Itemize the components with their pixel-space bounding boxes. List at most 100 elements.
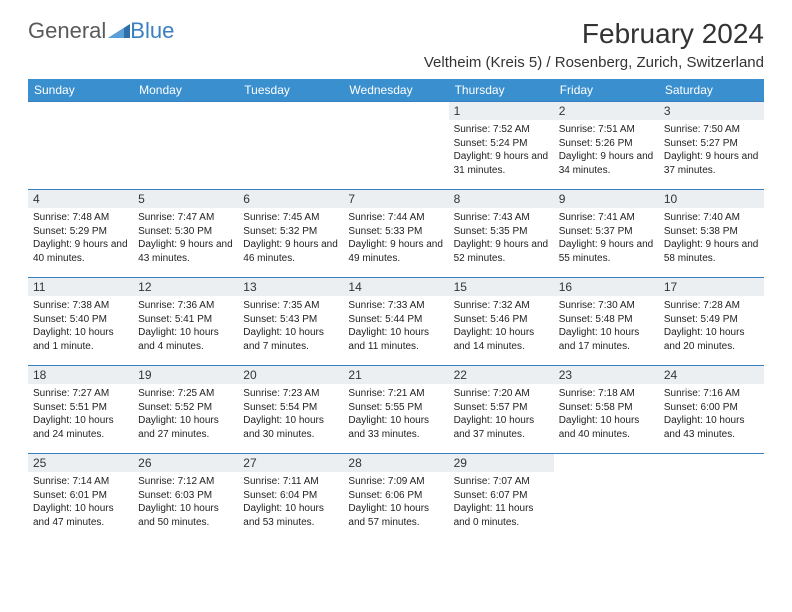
calendar-day-cell: 1Sunrise: 7:52 AMSunset: 5:24 PMDaylight… (449, 102, 554, 190)
sunrise-text: Sunrise: 7:48 AM (33, 211, 128, 225)
calendar-day-cell: 27Sunrise: 7:11 AMSunset: 6:04 PMDayligh… (238, 454, 343, 542)
sunrise-text: Sunrise: 7:09 AM (348, 475, 443, 489)
calendar-week-row: 1Sunrise: 7:52 AMSunset: 5:24 PMDaylight… (28, 102, 764, 190)
sunset-text: Sunset: 5:48 PM (559, 313, 654, 327)
sunrise-text: Sunrise: 7:27 AM (33, 387, 128, 401)
sunset-text: Sunset: 5:44 PM (348, 313, 443, 327)
day-number: 11 (28, 278, 133, 296)
brand-part1: General (28, 18, 106, 44)
calendar-day-cell: 13Sunrise: 7:35 AMSunset: 5:43 PMDayligh… (238, 278, 343, 366)
day-number: 9 (554, 190, 659, 208)
day-number: 21 (343, 366, 448, 384)
day-header: Friday (554, 79, 659, 102)
daylight-text: Daylight: 10 hours and 47 minutes. (33, 502, 128, 529)
day-header-row: Sunday Monday Tuesday Wednesday Thursday… (28, 79, 764, 102)
day-details: Sunrise: 7:33 AMSunset: 5:44 PMDaylight:… (343, 296, 448, 356)
day-number: 27 (238, 454, 343, 472)
calendar-day-cell (238, 102, 343, 190)
day-number: 20 (238, 366, 343, 384)
sunset-text: Sunset: 5:52 PM (138, 401, 233, 415)
daylight-text: Daylight: 10 hours and 4 minutes. (138, 326, 233, 353)
daylight-text: Daylight: 10 hours and 50 minutes. (138, 502, 233, 529)
sunrise-text: Sunrise: 7:21 AM (348, 387, 443, 401)
daylight-text: Daylight: 9 hours and 34 minutes. (559, 150, 654, 177)
day-number: 4 (28, 190, 133, 208)
calendar-day-cell: 28Sunrise: 7:09 AMSunset: 6:06 PMDayligh… (343, 454, 448, 542)
sunrise-text: Sunrise: 7:12 AM (138, 475, 233, 489)
day-number: 2 (554, 102, 659, 120)
calendar-day-cell: 19Sunrise: 7:25 AMSunset: 5:52 PMDayligh… (133, 366, 238, 454)
sunrise-text: Sunrise: 7:07 AM (454, 475, 549, 489)
calendar-day-cell (133, 102, 238, 190)
sunset-text: Sunset: 5:51 PM (33, 401, 128, 415)
daylight-text: Daylight: 10 hours and 20 minutes. (664, 326, 759, 353)
calendar-day-cell: 8Sunrise: 7:43 AMSunset: 5:35 PMDaylight… (449, 190, 554, 278)
calendar-day-cell (28, 102, 133, 190)
calendar-day-cell: 29Sunrise: 7:07 AMSunset: 6:07 PMDayligh… (449, 454, 554, 542)
day-number: 16 (554, 278, 659, 296)
day-number: 13 (238, 278, 343, 296)
sunset-text: Sunset: 5:24 PM (454, 137, 549, 151)
sunrise-text: Sunrise: 7:51 AM (559, 123, 654, 137)
calendar-day-cell: 12Sunrise: 7:36 AMSunset: 5:41 PMDayligh… (133, 278, 238, 366)
sunset-text: Sunset: 5:46 PM (454, 313, 549, 327)
daylight-text: Daylight: 9 hours and 52 minutes. (454, 238, 549, 265)
daylight-text: Daylight: 9 hours and 37 minutes. (664, 150, 759, 177)
day-number: 23 (554, 366, 659, 384)
calendar-day-cell: 7Sunrise: 7:44 AMSunset: 5:33 PMDaylight… (343, 190, 448, 278)
daylight-text: Daylight: 9 hours and 49 minutes. (348, 238, 443, 265)
calendar-day-cell: 22Sunrise: 7:20 AMSunset: 5:57 PMDayligh… (449, 366, 554, 454)
calendar-day-cell: 25Sunrise: 7:14 AMSunset: 6:01 PMDayligh… (28, 454, 133, 542)
daylight-text: Daylight: 10 hours and 37 minutes. (454, 414, 549, 441)
day-details: Sunrise: 7:28 AMSunset: 5:49 PMDaylight:… (659, 296, 764, 356)
day-number: 14 (343, 278, 448, 296)
calendar-day-cell: 3Sunrise: 7:50 AMSunset: 5:27 PMDaylight… (659, 102, 764, 190)
daylight-text: Daylight: 9 hours and 46 minutes. (243, 238, 338, 265)
day-details: Sunrise: 7:43 AMSunset: 5:35 PMDaylight:… (449, 208, 554, 268)
day-number: 28 (343, 454, 448, 472)
day-number: 6 (238, 190, 343, 208)
calendar-day-cell: 5Sunrise: 7:47 AMSunset: 5:30 PMDaylight… (133, 190, 238, 278)
day-number: 8 (449, 190, 554, 208)
sunrise-text: Sunrise: 7:38 AM (33, 299, 128, 313)
day-details: Sunrise: 7:18 AMSunset: 5:58 PMDaylight:… (554, 384, 659, 444)
day-details: Sunrise: 7:38 AMSunset: 5:40 PMDaylight:… (28, 296, 133, 356)
daylight-text: Daylight: 9 hours and 31 minutes. (454, 150, 549, 177)
calendar-day-cell: 10Sunrise: 7:40 AMSunset: 5:38 PMDayligh… (659, 190, 764, 278)
day-number: 1 (449, 102, 554, 120)
sunrise-text: Sunrise: 7:20 AM (454, 387, 549, 401)
day-number: 26 (133, 454, 238, 472)
day-details: Sunrise: 7:21 AMSunset: 5:55 PMDaylight:… (343, 384, 448, 444)
sunset-text: Sunset: 6:01 PM (33, 489, 128, 503)
daylight-text: Daylight: 10 hours and 43 minutes. (664, 414, 759, 441)
day-details: Sunrise: 7:45 AMSunset: 5:32 PMDaylight:… (238, 208, 343, 268)
calendar-day-cell: 17Sunrise: 7:28 AMSunset: 5:49 PMDayligh… (659, 278, 764, 366)
calendar-day-cell: 23Sunrise: 7:18 AMSunset: 5:58 PMDayligh… (554, 366, 659, 454)
daylight-text: Daylight: 9 hours and 58 minutes. (664, 238, 759, 265)
day-number: 22 (449, 366, 554, 384)
calendar-day-cell: 4Sunrise: 7:48 AMSunset: 5:29 PMDaylight… (28, 190, 133, 278)
calendar-day-cell: 18Sunrise: 7:27 AMSunset: 5:51 PMDayligh… (28, 366, 133, 454)
sunset-text: Sunset: 6:00 PM (664, 401, 759, 415)
day-details: Sunrise: 7:25 AMSunset: 5:52 PMDaylight:… (133, 384, 238, 444)
daylight-text: Daylight: 10 hours and 11 minutes. (348, 326, 443, 353)
sunset-text: Sunset: 5:26 PM (559, 137, 654, 151)
calendar-week-row: 4Sunrise: 7:48 AMSunset: 5:29 PMDaylight… (28, 190, 764, 278)
day-details: Sunrise: 7:27 AMSunset: 5:51 PMDaylight:… (28, 384, 133, 444)
daylight-text: Daylight: 10 hours and 14 minutes. (454, 326, 549, 353)
sunset-text: Sunset: 6:04 PM (243, 489, 338, 503)
daylight-text: Daylight: 10 hours and 24 minutes. (33, 414, 128, 441)
sunset-text: Sunset: 5:37 PM (559, 225, 654, 239)
sunrise-text: Sunrise: 7:40 AM (664, 211, 759, 225)
calendar-day-cell: 16Sunrise: 7:30 AMSunset: 5:48 PMDayligh… (554, 278, 659, 366)
day-details: Sunrise: 7:14 AMSunset: 6:01 PMDaylight:… (28, 472, 133, 532)
sunrise-text: Sunrise: 7:36 AM (138, 299, 233, 313)
day-details: Sunrise: 7:41 AMSunset: 5:37 PMDaylight:… (554, 208, 659, 268)
location-text: Veltheim (Kreis 5) / Rosenberg, Zurich, … (424, 54, 764, 71)
daylight-text: Daylight: 10 hours and 53 minutes. (243, 502, 338, 529)
day-number: 19 (133, 366, 238, 384)
sunset-text: Sunset: 5:55 PM (348, 401, 443, 415)
sunset-text: Sunset: 6:07 PM (454, 489, 549, 503)
calendar-day-cell: 15Sunrise: 7:32 AMSunset: 5:46 PMDayligh… (449, 278, 554, 366)
sunset-text: Sunset: 6:03 PM (138, 489, 233, 503)
